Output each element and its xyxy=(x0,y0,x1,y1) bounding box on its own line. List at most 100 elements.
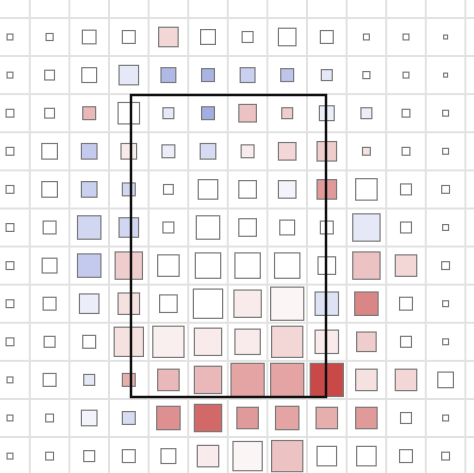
cells xyxy=(5,26,454,473)
cell-square xyxy=(273,252,301,279)
cell-square xyxy=(236,406,259,430)
cell-square xyxy=(398,296,414,311)
cell-square xyxy=(78,293,100,315)
cell-square xyxy=(152,325,185,359)
cell-square xyxy=(82,334,97,349)
cell-square xyxy=(194,252,222,279)
cell-square xyxy=(42,220,57,235)
cell-square xyxy=(234,328,261,356)
cell-square xyxy=(117,292,141,316)
cell-square xyxy=(45,32,54,42)
cell-square xyxy=(277,180,297,199)
cell-square xyxy=(271,325,304,359)
cell-square xyxy=(277,141,297,161)
cell-square xyxy=(43,335,56,348)
cell-square xyxy=(442,147,450,155)
cell-square xyxy=(200,68,216,83)
cell-square xyxy=(437,371,454,389)
cell-square xyxy=(271,439,304,473)
cell-square xyxy=(121,449,136,464)
cell-square xyxy=(238,103,257,123)
cell-square xyxy=(121,182,136,197)
cell-square xyxy=(120,142,138,160)
cell-square xyxy=(42,296,57,311)
cell-square xyxy=(442,414,450,422)
cell-square xyxy=(80,142,98,160)
cell-square xyxy=(239,67,256,84)
cell-square xyxy=(41,142,58,160)
cell-square xyxy=(162,107,175,120)
cell-square xyxy=(443,34,449,40)
cell-square xyxy=(5,337,15,347)
cell-square xyxy=(356,331,377,353)
cell-square xyxy=(157,368,180,392)
cell-square xyxy=(441,261,451,271)
cell-square xyxy=(240,144,255,159)
cell-square xyxy=(158,26,179,48)
cell-square xyxy=(162,183,174,195)
cell-square xyxy=(241,30,254,44)
cell-square xyxy=(234,252,261,279)
cell-square xyxy=(443,72,449,78)
cell-square xyxy=(232,440,263,472)
cell-square xyxy=(238,218,257,237)
cell-square xyxy=(117,101,141,125)
cell-square xyxy=(320,69,333,82)
cell-square xyxy=(352,213,381,242)
cell-square xyxy=(81,67,98,84)
cell-square xyxy=(442,109,450,117)
cell-square xyxy=(402,33,410,41)
cell-square xyxy=(193,365,223,395)
cell-square xyxy=(5,223,15,233)
cell-square xyxy=(192,288,224,319)
cell-square xyxy=(401,146,411,156)
cell-square xyxy=(157,254,180,277)
cell-square xyxy=(442,338,450,346)
cell-square xyxy=(315,406,339,430)
cell-square xyxy=(159,294,178,314)
cell-square xyxy=(355,406,378,430)
cell-square xyxy=(193,327,223,357)
cell-square xyxy=(80,409,98,427)
cell-square xyxy=(197,179,219,200)
cell-square xyxy=(401,108,411,118)
cell-square xyxy=(6,414,14,422)
cell-square xyxy=(5,108,15,118)
cell-square xyxy=(280,68,295,83)
cell-square xyxy=(355,178,378,201)
cell-square xyxy=(41,257,58,274)
cell-square xyxy=(279,219,296,236)
selection-box[interactable] xyxy=(129,93,328,399)
cell-square xyxy=(230,362,265,398)
cell-square xyxy=(355,368,378,392)
cell-square xyxy=(82,106,97,121)
cell-square xyxy=(362,70,371,80)
cell-square xyxy=(160,448,177,465)
cell-square xyxy=(161,144,176,159)
cell-square xyxy=(360,107,373,120)
cell-square xyxy=(76,253,102,278)
cell-square xyxy=(121,29,136,45)
cell-square xyxy=(399,411,413,425)
cell-square xyxy=(200,106,216,121)
cell-square xyxy=(394,368,418,392)
cell-square xyxy=(114,251,144,280)
cell-square xyxy=(41,181,58,198)
cell-square xyxy=(270,362,305,398)
cell-square xyxy=(81,29,97,45)
cell-square xyxy=(160,67,177,84)
cell-square xyxy=(281,107,294,120)
cell-square xyxy=(398,449,414,464)
cell-square xyxy=(442,300,450,308)
cell-square xyxy=(352,251,381,280)
cell-square xyxy=(162,221,175,234)
cell-square xyxy=(6,452,14,460)
cell-square xyxy=(156,405,181,431)
cell-square xyxy=(356,445,377,467)
cell-square xyxy=(196,444,220,468)
cell-square xyxy=(76,215,102,240)
cell-square xyxy=(5,184,15,194)
cell-square xyxy=(5,261,15,271)
